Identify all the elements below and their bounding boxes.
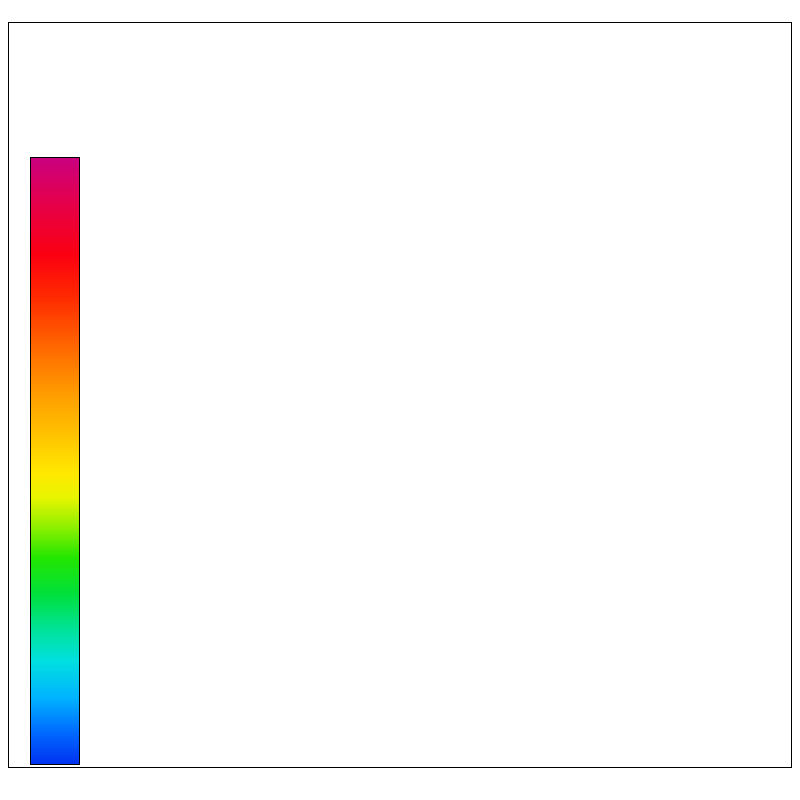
colorbar: [30, 157, 80, 765]
map-plot-area: [8, 22, 792, 768]
colorbar-gradient: [30, 157, 80, 765]
lat-lon-gridlines: [9, 23, 791, 767]
wind-direction-arrows: [9, 23, 791, 767]
